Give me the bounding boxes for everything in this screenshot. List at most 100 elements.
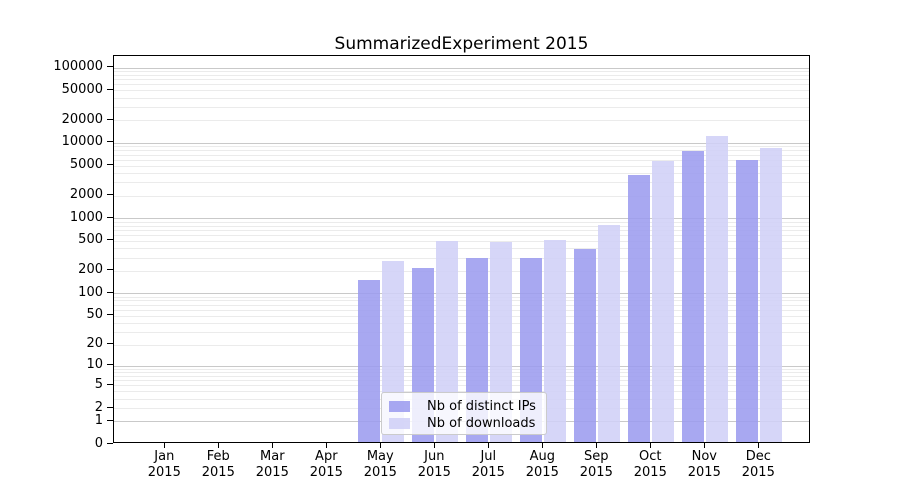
x-tick-year: 2015: [417, 465, 451, 480]
major-gridline: [114, 365, 809, 367]
x-tick-year: 2015: [633, 465, 667, 480]
y-tick-mark: [107, 442, 113, 444]
y-tick-mark: [107, 239, 113, 241]
x-tick-label: Aug 2015: [515, 449, 569, 481]
y-tick-mark: [107, 269, 113, 271]
major-gridline: [114, 218, 809, 220]
minor-gridline: [114, 107, 809, 108]
minor-gridline: [114, 304, 809, 306]
legend-entry-distinct-ips: Nb of distinct IPs: [389, 398, 546, 414]
y-tick-mark: [107, 141, 113, 143]
legend-label-downloads: Nb of downloads: [427, 415, 536, 431]
x-tick-label: Jul 2015: [461, 449, 515, 481]
bar-nb-of-downloads: [760, 148, 783, 442]
minor-gridline: [114, 150, 809, 152]
minor-gridline: [114, 372, 809, 374]
y-tick-label: 2: [94, 399, 103, 415]
y-tick-label: 20000: [61, 111, 103, 127]
y-tick-label: 1000: [69, 209, 103, 225]
minor-gridline: [114, 368, 809, 370]
x-tick-year: 2015: [471, 465, 505, 480]
y-tick-label: 200: [78, 262, 103, 278]
x-tick-year: 2015: [147, 465, 181, 480]
x-tick-year: 2015: [741, 465, 775, 480]
x-tick-mark: [541, 443, 543, 448]
legend-entry-downloads: Nb of downloads: [389, 415, 546, 431]
x-tick-label: Apr 2015: [299, 449, 353, 481]
y-tick-label: 1: [94, 412, 103, 428]
y-tick-mark: [107, 216, 113, 218]
legend: Nb of distinct IPs Nb of downloads: [381, 392, 547, 435]
y-tick-mark: [107, 194, 113, 195]
y-tick-mark: [107, 364, 113, 366]
x-tick-month: Dec: [745, 449, 771, 464]
plot-area: [113, 55, 810, 443]
minor-gridline: [114, 97, 809, 99]
x-tick-year: 2015: [363, 465, 397, 480]
minor-gridline: [114, 248, 809, 250]
minor-gridline: [114, 146, 809, 148]
bar-nb-of-distinct-ips: [358, 280, 381, 442]
x-tick-year: 2015: [687, 465, 721, 480]
bar-nb-of-downloads: [490, 241, 513, 442]
y-tick-mark: [107, 164, 113, 166]
x-tick-label: Nov 2015: [677, 449, 731, 481]
y-tick-label: 2000: [69, 187, 103, 202]
x-tick-month: Sep: [584, 449, 609, 464]
minor-gridline: [114, 221, 809, 223]
minor-gridline: [114, 315, 809, 317]
y-tick-label: 500: [78, 232, 103, 248]
major-gridline: [114, 142, 809, 144]
x-tick-label: Jun 2015: [407, 449, 461, 481]
y-tick-label: 100: [78, 284, 103, 300]
bar-nb-of-downloads: [598, 225, 621, 442]
x-tick-year: 2015: [579, 465, 613, 480]
bar-nb-of-distinct-ips: [682, 151, 705, 442]
legend-swatch-downloads: [389, 417, 410, 429]
x-tick-mark: [325, 443, 327, 448]
minor-gridline: [114, 84, 809, 86]
x-tick-year: 2015: [255, 465, 289, 480]
major-gridline: [114, 67, 809, 69]
minor-gridline: [114, 234, 809, 236]
x-tick-month: Feb: [206, 449, 230, 464]
x-tick-mark: [163, 443, 165, 448]
bar-nb-of-distinct-ips: [574, 249, 597, 442]
x-tick-label: May 2015: [353, 449, 407, 481]
x-tick-mark: [271, 443, 273, 448]
y-tick-label: 50000: [61, 81, 103, 97]
minor-gridline: [114, 300, 809, 302]
minor-gridline: [114, 225, 809, 227]
x-tick-month: Jul: [480, 449, 497, 464]
x-tick-label: Oct 2015: [623, 449, 677, 481]
minor-gridline: [114, 296, 809, 298]
minor-gridline: [114, 165, 809, 167]
minor-gridline: [114, 391, 809, 393]
y-tick-mark: [107, 88, 113, 90]
x-tick-label: Sep 2015: [569, 449, 623, 481]
major-gridline: [114, 293, 809, 295]
x-tick-month: Apr: [315, 449, 338, 464]
minor-gridline: [114, 322, 809, 324]
x-tick-mark: [433, 443, 435, 448]
y-tick-mark: [107, 314, 113, 315]
x-tick-mark: [379, 443, 381, 448]
y-tick-label: 50: [86, 307, 103, 322]
x-tick-year: 2015: [309, 465, 343, 480]
x-tick-month: Mar: [260, 449, 285, 464]
minor-gridline: [114, 120, 809, 122]
y-tick-label: 10000: [61, 134, 103, 150]
x-tick-year: 2015: [201, 465, 235, 480]
y-tick-mark: [107, 118, 113, 120]
y-tick-label: 0: [94, 435, 103, 451]
x-tick-mark: [703, 443, 705, 448]
minor-gridline: [114, 385, 809, 387]
y-tick-mark: [107, 406, 113, 408]
y-tick-mark: [107, 419, 113, 421]
y-tick-label: 5: [94, 376, 103, 392]
bar-nb-of-downloads: [706, 135, 729, 442]
minor-gridline: [114, 376, 809, 377]
x-tick-year: 2015: [525, 465, 559, 480]
minor-gridline: [114, 229, 809, 231]
